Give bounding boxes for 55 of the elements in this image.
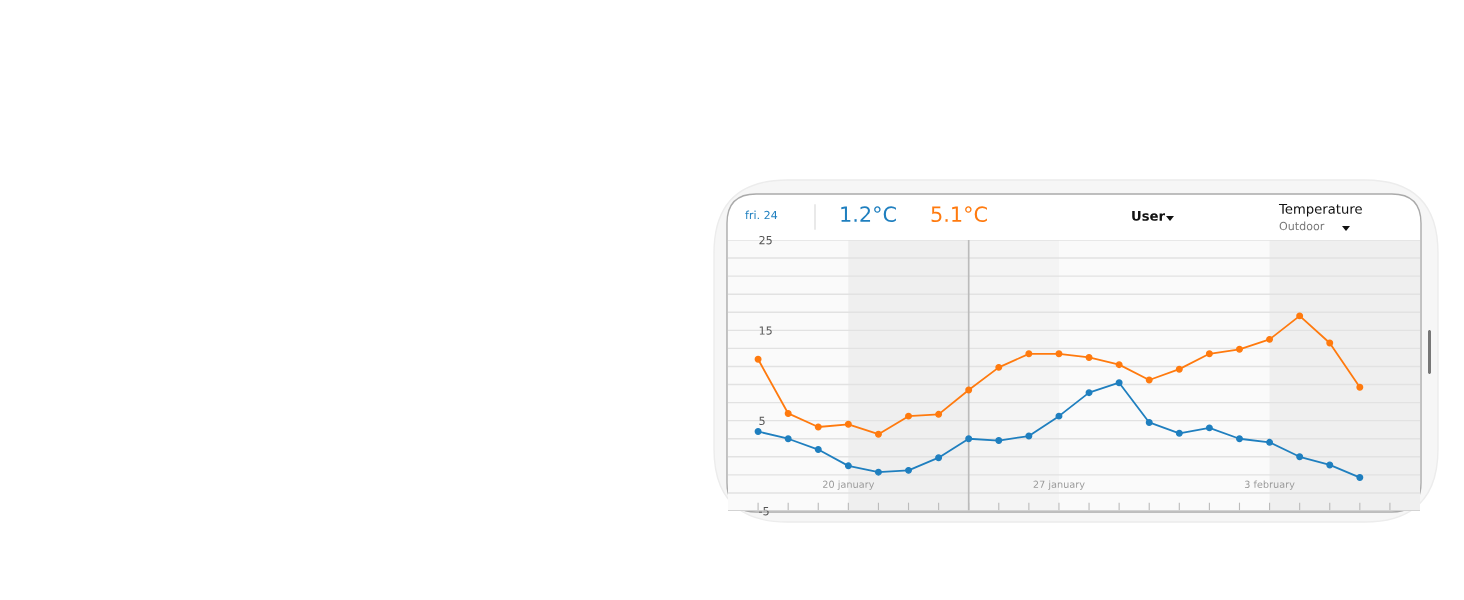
point <box>874 468 882 476</box>
point <box>935 454 943 462</box>
y-tick-label: 25 <box>759 235 772 245</box>
point <box>1356 474 1364 482</box>
point <box>965 386 973 394</box>
point <box>1085 353 1093 361</box>
point <box>1115 361 1123 369</box>
point <box>784 409 792 417</box>
point <box>874 430 882 438</box>
point <box>1236 345 1243 353</box>
point <box>754 428 762 435</box>
point <box>1296 453 1304 461</box>
point <box>1296 312 1304 320</box>
text: fri. 24 <box>745 210 778 220</box>
x-tick-label: 3 february <box>1244 480 1295 490</box>
point <box>1205 350 1213 358</box>
y-tick-label: -5 <box>759 507 769 516</box>
point <box>754 355 762 363</box>
text: 1.2°C <box>841 206 896 223</box>
y-tick-label: 15 <box>759 326 772 335</box>
point <box>1055 350 1063 358</box>
point <box>1025 432 1033 440</box>
point <box>905 466 912 474</box>
x-tick-label: 20 january <box>822 480 875 490</box>
point <box>1266 438 1274 446</box>
point <box>905 412 912 420</box>
point <box>1356 383 1364 391</box>
point <box>814 423 822 431</box>
point <box>784 435 792 443</box>
x-tick-label: 27 january <box>1033 480 1085 490</box>
point <box>1025 350 1033 358</box>
point <box>1326 339 1334 347</box>
point <box>1145 419 1153 426</box>
y-tick-label: 5 <box>759 416 765 426</box>
point <box>844 462 852 470</box>
point <box>1326 461 1334 469</box>
point <box>1236 435 1243 443</box>
point <box>814 446 822 454</box>
point <box>935 410 943 418</box>
point <box>1145 376 1153 384</box>
point <box>995 363 1003 371</box>
chart-subtitle: Outdoor <box>1279 221 1325 231</box>
point <box>1175 429 1183 437</box>
point <box>1266 335 1274 343</box>
point <box>995 437 1003 445</box>
point <box>1175 365 1183 373</box>
point <box>1205 424 1213 432</box>
point <box>844 420 852 428</box>
point <box>1115 379 1123 387</box>
point <box>965 435 973 443</box>
point <box>1055 412 1063 420</box>
text: User <box>1132 211 1165 221</box>
point <box>1085 389 1093 397</box>
text: 5.1°C <box>931 206 987 223</box>
chart-title: Temperature <box>1278 204 1362 217</box>
